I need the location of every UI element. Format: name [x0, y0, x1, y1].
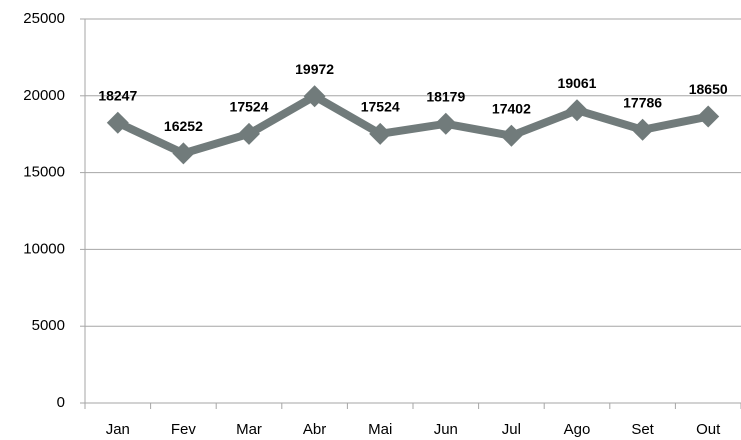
marker: [303, 85, 326, 108]
data-label: 18650: [689, 81, 728, 97]
marker: [106, 111, 129, 134]
x-tick-label: Set: [631, 421, 654, 438]
marker: [238, 122, 260, 145]
y-tick-label: 25000: [23, 10, 65, 27]
data-label: 17786: [623, 95, 662, 111]
y-tick-label: 0: [57, 394, 65, 411]
x-tick-label: Out: [696, 421, 721, 438]
x-tick-label: Jul: [502, 421, 521, 438]
x-tick-label: Jun: [434, 421, 458, 438]
data-label: 17524: [230, 99, 269, 115]
x-tick-label: Jan: [106, 421, 130, 438]
data-label: 18179: [426, 88, 465, 104]
x-tick-label: Mar: [236, 421, 262, 438]
data-label: 17402: [492, 100, 531, 116]
data-label: 16252: [164, 118, 203, 134]
marker: [172, 142, 195, 165]
data-label: 18247: [98, 87, 137, 103]
series-line: [116, 92, 709, 158]
y-tick-label: 10000: [23, 240, 65, 257]
x-tick-label: Fev: [171, 421, 197, 438]
marker: [369, 122, 392, 145]
data-label: 19972: [295, 61, 334, 77]
x-tick-label: Ago: [564, 421, 591, 438]
marker: [631, 118, 654, 141]
marker: [500, 124, 523, 147]
y-tick-label: 5000: [32, 317, 65, 334]
data-label: 17524: [361, 99, 400, 115]
marker: [697, 105, 720, 128]
marker: [566, 99, 588, 122]
x-tick-label: Abr: [303, 421, 326, 438]
x-tick-label: Mai: [368, 421, 392, 438]
marker: [434, 112, 457, 135]
data-label: 19061: [558, 75, 597, 91]
y-tick-label: 20000: [23, 87, 65, 104]
y-tick-label: 15000: [23, 164, 65, 181]
